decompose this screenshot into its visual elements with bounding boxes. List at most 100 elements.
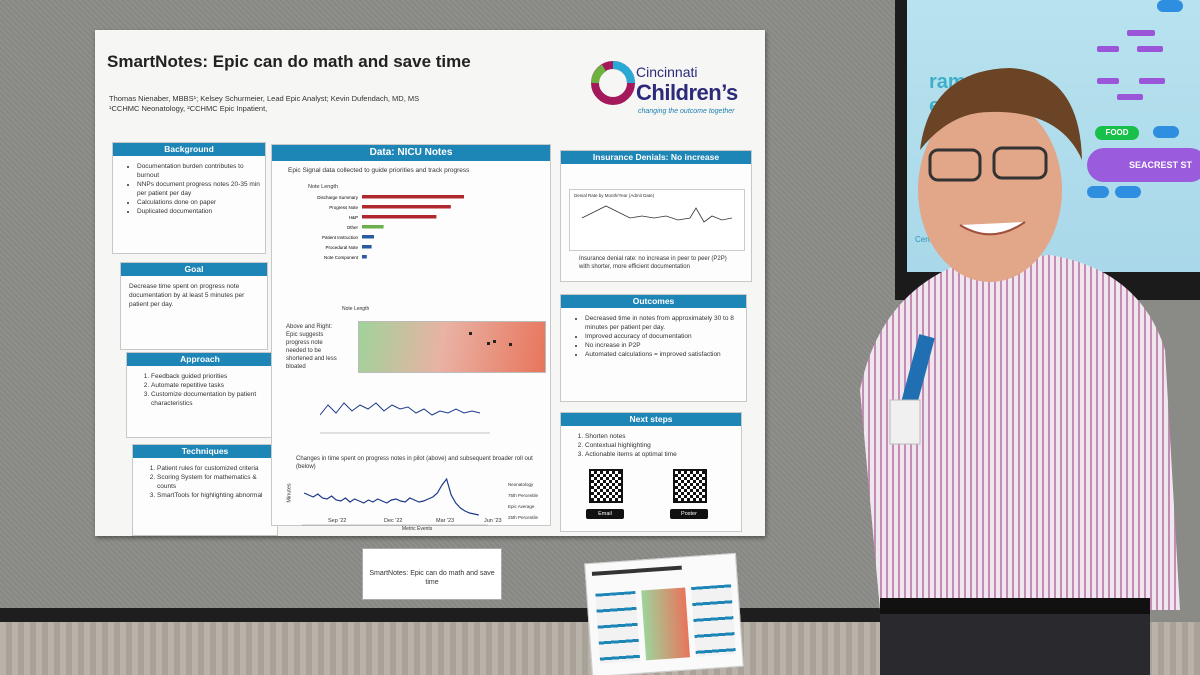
poster-qr-label: Poster xyxy=(670,509,708,519)
face xyxy=(918,98,1062,282)
denial-rate-line xyxy=(581,205,733,223)
list-item: Improved accuracy of documentation xyxy=(585,332,742,341)
screen-center-text: Center xyxy=(915,235,940,244)
poster-handout xyxy=(584,552,744,675)
note-length-chart-title: Note Length xyxy=(308,184,338,190)
bar-label: Patient Instruction xyxy=(322,235,359,240)
glasses-left-lens xyxy=(928,148,982,182)
screen-bar xyxy=(1139,78,1165,84)
next-steps-section: Next steps Shorten notes Contextual high… xyxy=(560,412,742,532)
heatmap-point xyxy=(493,340,496,343)
logo-word-cincinnati: Cincinnati xyxy=(636,64,698,80)
email-qr-code[interactable] xyxy=(589,469,623,503)
bar-label: Progress Note xyxy=(329,205,358,210)
screen-pill xyxy=(1157,0,1183,12)
x-tick-label: Sep '22 xyxy=(328,518,347,524)
screen-pill xyxy=(1087,186,1109,198)
screen-bar xyxy=(1117,94,1143,100)
screen-pill xyxy=(1115,186,1141,198)
bar-label: Other xyxy=(347,225,359,230)
heatmap-title: Note Length xyxy=(342,306,370,312)
section-heading: Insurance Denials: No increase xyxy=(561,151,751,164)
list-item: Decreased time in notes from approximate… xyxy=(585,314,742,332)
list-item: NNPs document progress notes 20-35 min p… xyxy=(137,180,261,198)
screen-bar xyxy=(1137,46,1163,52)
poster-qr-code[interactable] xyxy=(673,469,707,503)
heatmap-point xyxy=(487,342,490,345)
logo-mark-icon xyxy=(591,61,635,105)
belt xyxy=(880,598,1150,614)
legend-entry: 25th Percentile xyxy=(508,515,539,520)
rollout-caption: Changes in time spent on progress notes … xyxy=(296,456,533,470)
list-item: Customize documentation by patient chara… xyxy=(151,390,269,408)
logo-word-childrens: Children’s xyxy=(636,80,738,105)
outcomes-section: Outcomes Decreased time in notes from ap… xyxy=(560,294,747,402)
id-badge xyxy=(889,399,921,445)
title-card: SmartNotes: Epic can do math and save ti… xyxy=(362,548,502,600)
list-item: Duplicated documentation xyxy=(137,207,261,216)
list-item: Shorten notes xyxy=(585,432,737,441)
techniques-section: Techniques Patient rules for customized … xyxy=(132,444,278,536)
bar-label: Procedural Note xyxy=(325,245,358,250)
hair xyxy=(920,68,1082,160)
handout-column xyxy=(595,590,641,664)
y-axis-label: Minutes xyxy=(286,483,293,503)
section-heading: Next steps xyxy=(561,413,741,426)
note-length-bar xyxy=(362,195,464,199)
research-poster: SmartNotes: Epic can do math and save ti… xyxy=(95,30,765,536)
list-item: Scoring System for mathematics & counts xyxy=(157,473,273,491)
note-length-bar xyxy=(362,205,451,209)
presenter-person xyxy=(860,68,1180,675)
note-length-bar xyxy=(362,235,374,239)
x-tick-label: Dec '22 xyxy=(384,518,403,524)
legend-entry: Epic Average xyxy=(508,504,535,509)
list-item: Documentation burden contributes to burn… xyxy=(137,162,261,180)
section-heading: Background xyxy=(113,143,265,156)
section-heading: Data: NICU Notes xyxy=(272,145,550,161)
note-length-bar xyxy=(362,225,384,229)
legend-entry: Neonatology xyxy=(508,482,534,487)
pilot-line-chart xyxy=(320,402,490,434)
handout-column xyxy=(691,584,736,657)
screen-bar xyxy=(1127,30,1155,36)
heatmap-point xyxy=(469,332,472,335)
cincinnati-childrens-logo: Cincinnati Children’s changing the outco… xyxy=(590,54,760,122)
authors-line: Thomas Nienaber, MBBS¹; Kelsey Schurmeie… xyxy=(109,94,420,103)
section-heading: Goal xyxy=(121,263,267,276)
x-tick-label: Jun '23 xyxy=(484,518,502,524)
list-item: Contextual highlighting xyxy=(585,441,737,450)
bar-label: H&P xyxy=(349,215,358,220)
bar-label: Discharge Summary xyxy=(317,195,359,200)
note-length-bar-chart: Discharge Summary Progress Note H&P Other Pa… xyxy=(317,195,464,260)
section-heading: Approach xyxy=(127,353,273,366)
insurance-section: Insurance Denials: No increase Denial Ra… xyxy=(560,150,752,282)
insurance-caption: Insurance denial rate: no increase in pe… xyxy=(579,256,727,270)
note-length-heatmap xyxy=(358,321,546,373)
list-item: Automated calculations = improved satisf… xyxy=(585,350,742,359)
list-item: Feedback guided priorities xyxy=(151,372,269,381)
bar-label: Note Component xyxy=(324,255,359,260)
list-item: Calculations done on paper xyxy=(137,198,261,207)
nicu-subtitle: Epic Signal data collected to guide prio… xyxy=(288,167,470,174)
lanyard xyxy=(901,334,935,406)
list-item: Actionable items at optimal time xyxy=(585,450,737,459)
poster-title: SmartNotes: Epic can do math and save ti… xyxy=(107,52,471,71)
screen-bar xyxy=(1097,78,1119,84)
poster-authors: Thomas Nienaber, MBBS¹; Kelsey Schurmeie… xyxy=(109,94,419,114)
affiliations-line: ¹CCHMC Neonatology, ²CCHMC Epic Inpatien… xyxy=(109,104,268,113)
goal-text: Decrease time spent on progress note doc… xyxy=(129,283,245,308)
metric-events-label: Metric Events xyxy=(402,526,433,532)
legend-entry: 75th Percentile xyxy=(508,493,539,498)
list-item: Patient rules for customized criteria xyxy=(157,464,273,473)
note-length-bar xyxy=(362,245,372,249)
section-heading: Outcomes xyxy=(561,295,746,308)
screen-pill xyxy=(1153,126,1179,138)
denial-chart-title: Denial Rate by Month/Year (Admit Date) xyxy=(574,193,655,198)
handout-chart xyxy=(641,587,691,661)
x-tick-label: Mar '23 xyxy=(436,518,455,524)
goal-section: Goal Decrease time spent on progress not… xyxy=(120,262,268,350)
section-heading: Techniques xyxy=(133,445,277,458)
handout-title-line xyxy=(591,565,682,576)
screen-food-label: FOOD xyxy=(1095,126,1139,140)
